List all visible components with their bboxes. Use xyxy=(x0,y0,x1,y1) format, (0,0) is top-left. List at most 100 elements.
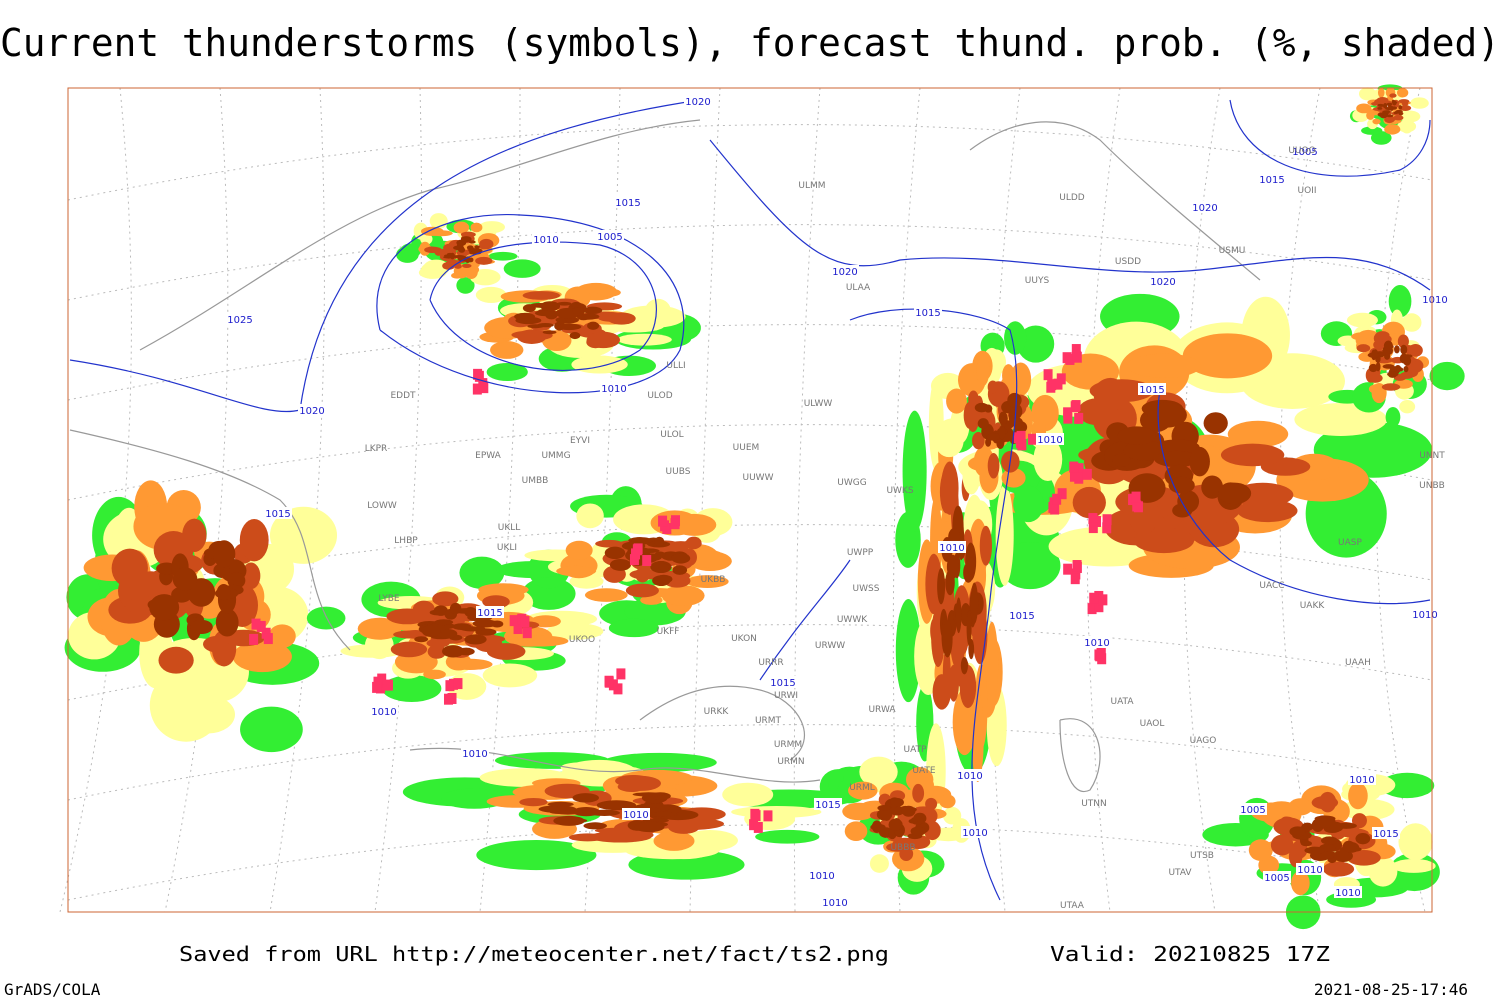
storm-symbol xyxy=(472,383,482,395)
probability-shading xyxy=(979,525,993,566)
probability-shading xyxy=(937,568,946,605)
station-label: UKLL xyxy=(498,523,521,533)
probability-shading xyxy=(1382,383,1398,391)
probability-shading xyxy=(1394,345,1400,354)
isobar-label: 1010 xyxy=(1037,435,1062,446)
probability-shading xyxy=(1368,363,1378,373)
probability-shading xyxy=(269,506,338,564)
title: Current thunderstorms (symbols), forecas… xyxy=(0,21,1500,65)
probability-shading xyxy=(908,818,918,824)
isobar-label: 1015 xyxy=(477,608,502,619)
probability-shading xyxy=(470,248,480,253)
isobar-label: 1010 xyxy=(809,871,834,882)
probability-shading xyxy=(1201,475,1224,499)
isobar-label: 1010 xyxy=(1084,638,1109,649)
probability-shading xyxy=(1383,103,1388,109)
isobar-label: 1010 xyxy=(533,235,558,246)
isobar-label: 1015 xyxy=(1009,611,1034,622)
isobar-label: 1005 xyxy=(597,232,622,243)
storm-symbol xyxy=(1017,439,1027,451)
probability-shading xyxy=(1391,859,1436,873)
probability-shading xyxy=(1393,111,1398,115)
coastline xyxy=(69,429,351,651)
station-label: UAOL xyxy=(1140,719,1165,729)
probability-shading xyxy=(1384,115,1395,124)
probability-shading xyxy=(429,230,453,237)
probability-shading xyxy=(671,553,691,564)
isobar-label-bg xyxy=(461,747,489,759)
probability-shading xyxy=(974,402,989,413)
probability-shading xyxy=(1168,476,1195,494)
station-label: URMN xyxy=(777,757,804,767)
probability-shading xyxy=(1367,373,1383,383)
probability-shading xyxy=(600,800,634,811)
station-label: UATE xyxy=(912,766,936,776)
isobar-label-bg xyxy=(1258,173,1286,185)
probability-shading xyxy=(227,572,246,589)
probability-shading xyxy=(443,255,455,259)
isobar-label-bg xyxy=(226,313,254,325)
probability-shading xyxy=(572,793,599,803)
storm-symbol xyxy=(604,676,614,688)
probability-shading xyxy=(421,624,441,638)
probability-shading xyxy=(565,540,593,560)
probability-shading xyxy=(449,602,462,615)
storm-symbol xyxy=(1013,432,1023,444)
storm-symbol xyxy=(1102,522,1112,534)
probability-shading xyxy=(617,333,672,346)
station-label: UKLI xyxy=(497,543,517,553)
storm-symbol xyxy=(629,554,639,566)
storm-symbol xyxy=(616,668,626,680)
probability-shading xyxy=(1072,486,1106,519)
station-label: UWKS xyxy=(886,486,913,496)
probability-shading xyxy=(595,539,624,548)
probability-shading xyxy=(1389,93,1397,98)
probability-shading xyxy=(722,782,774,807)
probability-shading xyxy=(453,221,470,234)
probability-shading xyxy=(1388,285,1412,318)
isobar-label: 1010 xyxy=(957,771,982,782)
probability-shading xyxy=(1398,823,1433,861)
software-credit: GrADS/COLA xyxy=(4,980,101,999)
probability-shading xyxy=(1127,353,1202,378)
probability-shading xyxy=(1405,345,1421,354)
probability-shading xyxy=(1391,99,1395,104)
station-label: URWA xyxy=(868,705,896,715)
isobar-label-bg xyxy=(476,606,504,618)
storm-symbol xyxy=(658,515,668,527)
storm-symbol xyxy=(1065,353,1075,365)
probability-shading xyxy=(584,588,628,602)
probability-shading xyxy=(1398,99,1410,104)
probability-shading xyxy=(468,240,476,244)
isobar-label: 1005 xyxy=(1264,873,1289,884)
storm-symbol xyxy=(256,620,266,632)
probability-shading xyxy=(987,453,1000,479)
probability-shading xyxy=(1189,446,1210,477)
probability-shading xyxy=(604,546,626,560)
probability-shading xyxy=(1346,312,1378,328)
isobar-label: 1015 xyxy=(915,308,940,319)
storm-symbol xyxy=(520,616,530,628)
probability-shading xyxy=(1220,443,1285,467)
probability-shading xyxy=(547,801,574,807)
probability-shading xyxy=(529,302,553,308)
probability-shading xyxy=(1384,110,1391,114)
probability-shading xyxy=(486,362,528,382)
storm-symbol xyxy=(1089,592,1099,604)
probability-shading xyxy=(268,624,296,649)
isobar-label-bg xyxy=(938,541,966,553)
probability-shading xyxy=(1372,118,1381,125)
probability-shading xyxy=(306,606,346,630)
probability-shading xyxy=(509,635,569,647)
probability-shading xyxy=(413,222,429,240)
probability-shading xyxy=(583,306,603,315)
station-label: UATA xyxy=(1110,697,1134,707)
probability-shading xyxy=(1377,106,1383,110)
source-url: Saved from URL http://meteocenter.net/fa… xyxy=(179,942,889,966)
isobar-label-bg xyxy=(831,265,859,277)
probability-shading xyxy=(553,815,585,826)
probability-shading xyxy=(576,503,604,529)
probability-shading xyxy=(859,756,898,788)
probability-shading xyxy=(172,697,203,742)
